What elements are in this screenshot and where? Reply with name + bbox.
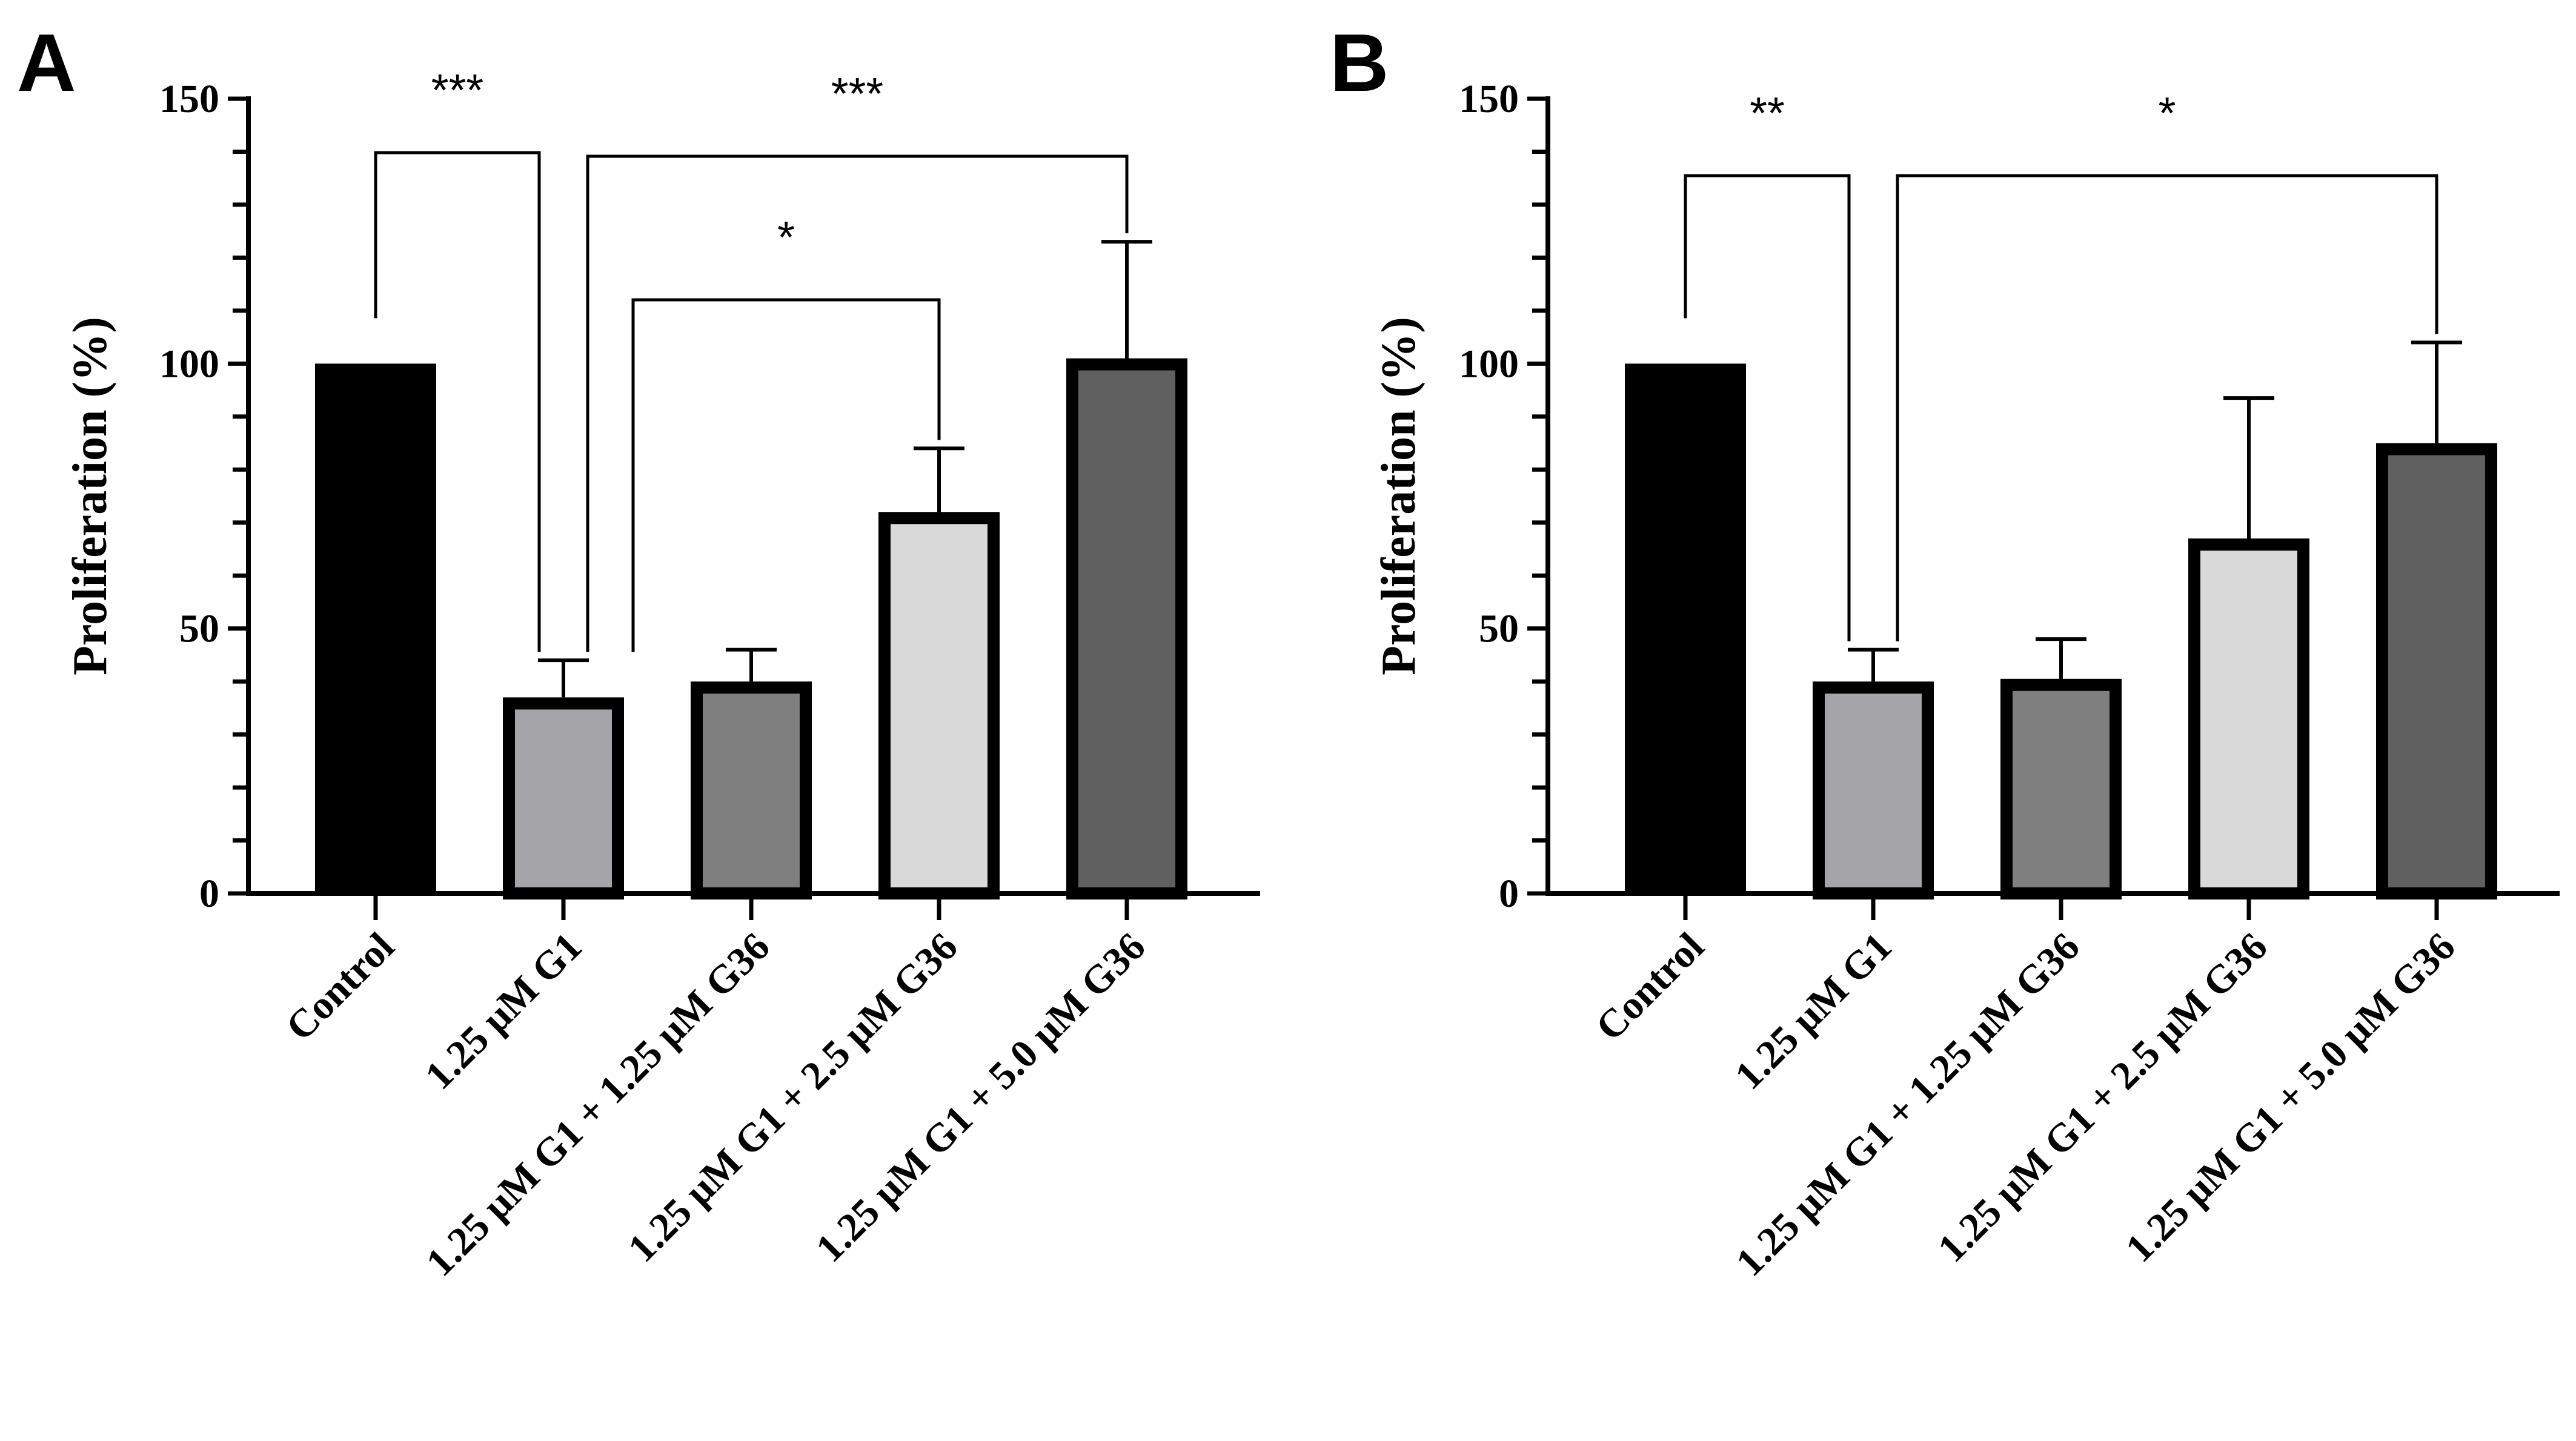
y-axis-title: Proliferation (%): [1372, 317, 1426, 675]
bar: [878, 512, 1000, 899]
bar: [1625, 363, 1746, 893]
significance-label: *: [2159, 88, 2176, 138]
bar: [2000, 678, 2122, 899]
y-tick-label: 0: [199, 872, 219, 916]
significance-bracket: [1896, 174, 2438, 641]
significance-label: ***: [431, 65, 483, 115]
bar: [315, 363, 436, 893]
x-category-label: 1.25 μM G1 + 5.0 μM G36: [2117, 924, 2464, 1271]
x-category-label: 1.25 μM G1: [417, 924, 591, 1098]
significance-label: ***: [831, 68, 883, 119]
bar: [1066, 358, 1187, 899]
x-category-label: Control: [1587, 924, 1712, 1049]
significance-bracket: [374, 151, 541, 652]
y-tick-label: 50: [179, 607, 219, 651]
x-category-label: 1.25 μM G1 + 5.0 μM G36: [808, 924, 1154, 1271]
y-tick-label: 150: [159, 77, 219, 121]
y-tick-label: 100: [1459, 342, 1519, 386]
x-category-label: 1.25 μM G1 + 1.25 μM G36: [1727, 924, 2088, 1285]
bar: [2188, 538, 2309, 899]
bar: [691, 681, 812, 899]
x-category-label: 1.25 μM G1: [1727, 924, 1900, 1098]
significance-bracket: [586, 154, 1129, 652]
panel-letter: A: [17, 17, 76, 108]
y-axis-title: Proliferation (%): [64, 317, 117, 675]
x-category-label: 1.25 μM G1 + 1.25 μM G36: [417, 924, 778, 1285]
bar: [1813, 681, 1934, 899]
bar: [2376, 443, 2497, 899]
x-category-label: 1.25 μM G1 + 2.5 μM G36: [1930, 924, 2276, 1271]
panel-letter: B: [1330, 17, 1389, 108]
x-category-label: 1.25 μM G1 + 2.5 μM G36: [620, 924, 966, 1271]
y-tick-label: 50: [1479, 607, 1519, 651]
y-tick-label: 100: [159, 342, 219, 386]
bar: [503, 697, 624, 899]
significance-label: **: [1750, 88, 1785, 138]
significance-bracket: [631, 298, 941, 652]
significance-bracket: [1684, 174, 1851, 641]
y-tick-label: 150: [1459, 77, 1519, 121]
significance-label: *: [777, 212, 795, 262]
y-tick-label: 0: [1499, 872, 1519, 916]
x-category-label: Control: [277, 924, 402, 1049]
